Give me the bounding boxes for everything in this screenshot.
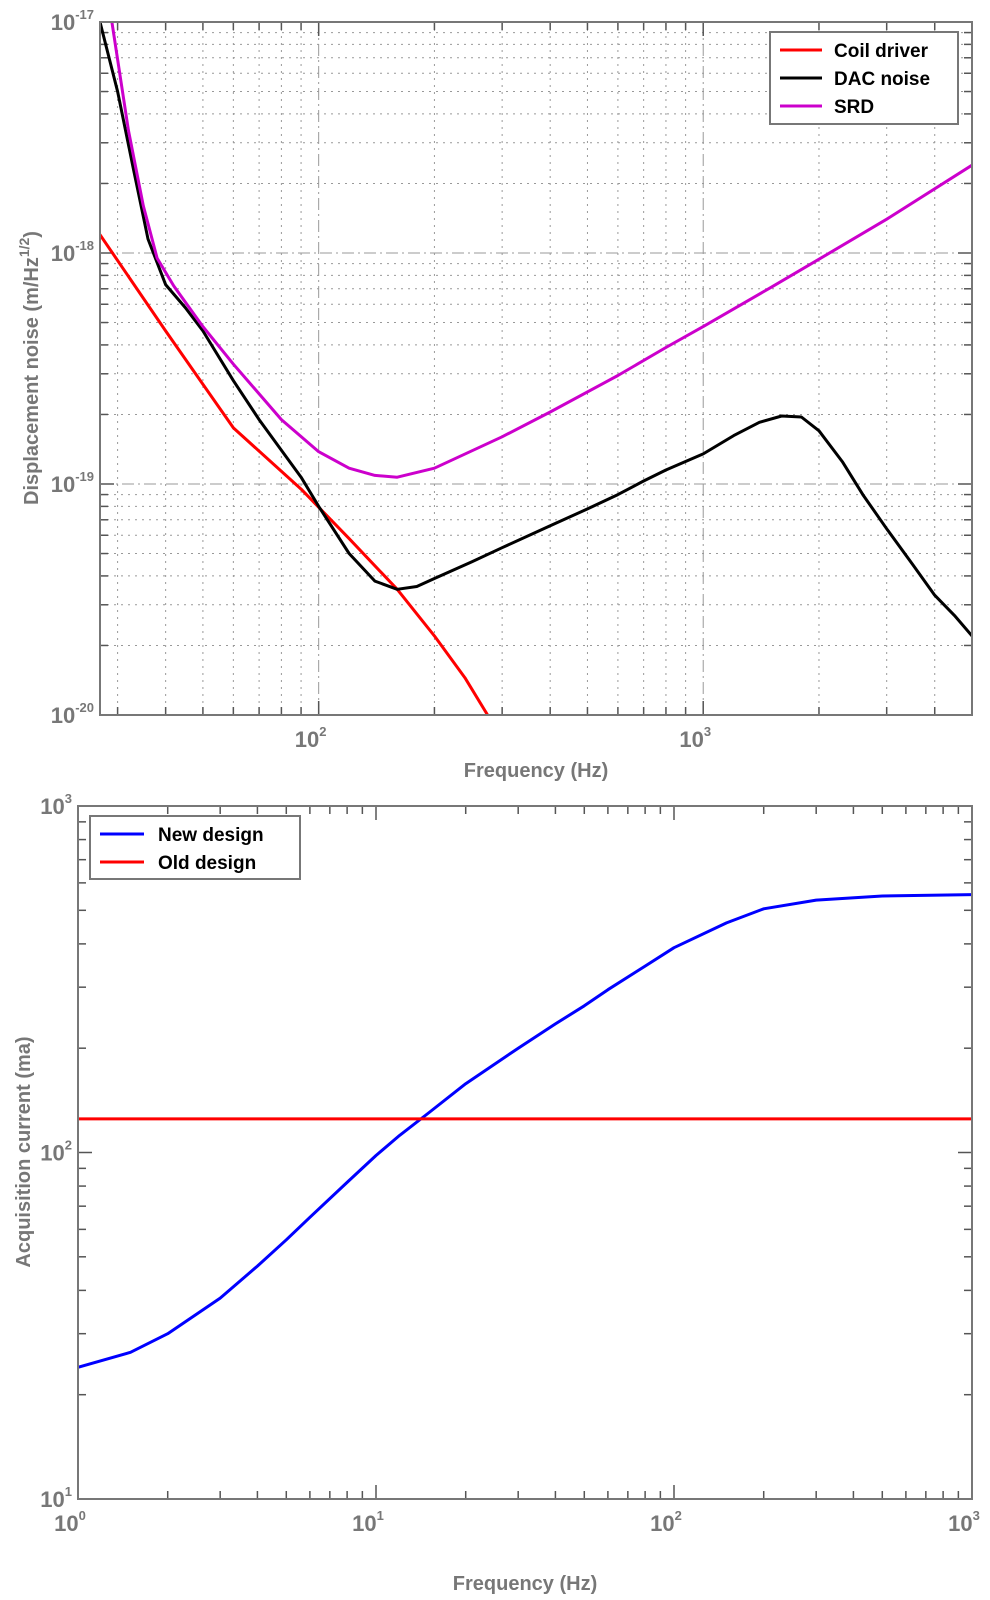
series-line-srd bbox=[110, 22, 972, 479]
tick-label-base: 10 bbox=[54, 1511, 78, 1536]
tick-label-y: 102 bbox=[40, 1138, 72, 1166]
legend-label-srd: SRD bbox=[834, 97, 874, 118]
y-axis-label-superscript: 1/2 bbox=[16, 237, 32, 257]
tick-label-y: 103 bbox=[40, 791, 72, 819]
tick-label-base: 10 bbox=[40, 1141, 64, 1166]
legend-label-old-design: Old design bbox=[158, 853, 256, 874]
tick-label-exponent: -19 bbox=[75, 469, 94, 484]
series-line-dac-noise bbox=[100, 22, 972, 638]
tick-label-exponent: 3 bbox=[973, 1508, 980, 1523]
plot-frame bbox=[77, 805, 973, 1500]
tick-label-base: 10 bbox=[51, 10, 75, 35]
tick-label-base: 10 bbox=[40, 794, 64, 819]
tick-label-base: 10 bbox=[352, 1511, 376, 1536]
tick-label-base: 10 bbox=[51, 703, 75, 728]
tick-label-exponent: -17 bbox=[75, 7, 94, 22]
y-axis-label: Displacement noise (m/Hz1/2) bbox=[16, 231, 43, 505]
tick-label-base: 10 bbox=[948, 1511, 972, 1536]
y-axis-label-main: Displacement noise (m/Hz bbox=[21, 257, 43, 505]
tick-label-exponent: 2 bbox=[319, 724, 326, 739]
tick-label-exponent: 1 bbox=[65, 1484, 72, 1499]
legend-box bbox=[89, 815, 301, 880]
series-lines bbox=[78, 893, 972, 1369]
y-axis-label-tail: ) bbox=[21, 231, 43, 238]
legend-label-dac-noise: DAC noise bbox=[834, 69, 930, 90]
tick-label-x: 102 bbox=[650, 1508, 682, 1536]
tick-label-x: 100 bbox=[54, 1508, 86, 1536]
tick-marks bbox=[100, 21, 973, 716]
tick-label-base: 10 bbox=[679, 727, 703, 752]
tick-label-exponent: 1 bbox=[377, 1508, 384, 1523]
tick-label-exponent: 2 bbox=[675, 1508, 682, 1523]
legend: New design Old design bbox=[89, 815, 301, 880]
grid bbox=[100, 21, 973, 716]
tick-label-x: 103 bbox=[948, 1508, 980, 1536]
tick-label-exponent: 2 bbox=[65, 1138, 72, 1153]
tick-label-y: 101 bbox=[40, 1484, 72, 1512]
tick-label-exponent: 3 bbox=[704, 724, 711, 739]
series-lines bbox=[100, 22, 972, 715]
tick-label-base: 10 bbox=[650, 1511, 674, 1536]
series-line-coil-driver bbox=[100, 233, 490, 715]
tick-label-exponent: 3 bbox=[65, 791, 72, 806]
legend-label-new-design: New design bbox=[158, 825, 264, 846]
tick-label-base: 10 bbox=[40, 1487, 64, 1512]
legend-label-coil-driver: Coil driver bbox=[834, 41, 929, 62]
tick-label-base: 10 bbox=[51, 472, 75, 497]
tick-label-y: 10-20 bbox=[51, 700, 94, 728]
tick-label-base: 10 bbox=[51, 241, 75, 266]
tick-label-x: 101 bbox=[352, 1508, 384, 1536]
tick-label-y: 10-17 bbox=[51, 7, 94, 35]
tick-label-y: 10-19 bbox=[51, 469, 94, 497]
x-axis-label: Frequency (Hz) bbox=[464, 760, 608, 782]
tick-label-x: 103 bbox=[679, 724, 711, 752]
y-axis-label: Acquisition current (ma) bbox=[13, 1036, 35, 1267]
tick-label-exponent: -18 bbox=[75, 238, 94, 253]
x-axis-label: Frequency (Hz) bbox=[453, 1573, 597, 1595]
tick-label-exponent: 0 bbox=[79, 1508, 86, 1523]
tick-label-x: 102 bbox=[295, 724, 327, 752]
tick-label-exponent: -20 bbox=[75, 700, 94, 715]
tick-label-base: 10 bbox=[295, 727, 319, 752]
tick-label-y: 10-18 bbox=[51, 238, 94, 266]
tick-marks bbox=[77, 805, 973, 1500]
legend: Coil driver DAC noise SRD bbox=[769, 31, 959, 125]
series-line-new-design bbox=[78, 893, 972, 1369]
plot-frame bbox=[99, 21, 973, 716]
